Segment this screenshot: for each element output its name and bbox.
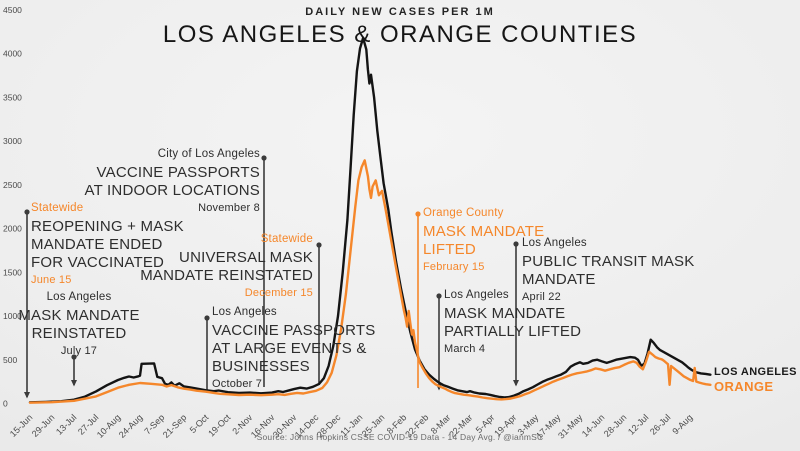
annotation-oc-mask-lifted: Orange County MASK MANDATE LIFTED Februa… [423, 207, 545, 273]
annotation-text: MASK MANDATE REINSTATED [18, 306, 140, 342]
annotation-text: VACCINE PASSPORTS AT INDOOR LOCATIONS [84, 163, 260, 199]
annotation-dot [316, 242, 322, 248]
annotation-dot [204, 315, 210, 321]
y-tick-label: 4500 [3, 5, 22, 15]
annotation-dot [24, 209, 30, 215]
annotation-arrowhead [71, 380, 77, 387]
annotation-la-vaccine-passports-indoor: City of Los Angeles VACCINE PASSPORTS AT… [84, 148, 261, 214]
y-tick-label: 0 [3, 399, 8, 409]
annotation-date: October 7 [212, 377, 263, 390]
oc-series-label: ORANGE [714, 379, 774, 394]
annotation-region: Orange County [423, 207, 504, 219]
annotation-la-mask-partially-lifted: Los Angeles MASK MANDATE PARTIALLY LIFTE… [444, 289, 582, 355]
oc-series-line [28, 159, 712, 404]
annotation-la-mask-reinstated: Los Angeles MASK MANDATE REINSTATED July… [16, 291, 142, 357]
chart-title: LOS ANGELES & ORANGE COUNTIES [162, 21, 638, 48]
annotation-arrowhead [24, 392, 30, 399]
annotation-region: Los Angeles [46, 291, 112, 303]
annotation-region: Los Angeles [212, 306, 277, 318]
annotation-text: MASK MANDATE LIFTED [423, 222, 545, 258]
chart-subtitle: DAILY NEW CASES PER 1M [305, 6, 495, 18]
annotation-region: Statewide [260, 233, 313, 245]
annotation-date: June 15 [31, 273, 72, 286]
y-tick-label: 2000 [3, 224, 22, 234]
annotation-text: VACCINE PASSPORTS AT LARGE EVENTS & BUSI… [212, 321, 376, 375]
annotation-text: MASK MANDATE PARTIALLY LIFTED [444, 304, 582, 340]
annotation-region: Los Angeles [444, 289, 509, 301]
annotation-date: November 8 [198, 201, 260, 214]
y-tick-label: 1000 [3, 311, 22, 321]
annotation-date: March 4 [444, 342, 486, 355]
annotation-date: July 17 [60, 344, 98, 357]
source-credit: Source: Johns Hopkins CSSE COVID-19 Data… [256, 432, 544, 442]
y-tick-label: 2500 [3, 180, 22, 190]
annotation-text: UNIVERSAL MASK MANDATE REINSTATED [140, 248, 313, 284]
annotation-region: City of Los Angeles [157, 148, 260, 160]
annotation-text: REOPENING + MASK MANDATE ENDED FOR VACCI… [31, 217, 184, 271]
annotation-date: April 22 [522, 290, 561, 303]
annotation-statewide-reopening: Statewide REOPENING + MASK MANDATE ENDED… [31, 202, 184, 286]
annotation-statewide-universal-mask: Statewide UNIVERSAL MASK MANDATE REINSTA… [140, 233, 313, 299]
annotation-dot [261, 155, 267, 161]
y-tick-label: 3500 [3, 92, 22, 102]
annotation-region: Los Angeles [522, 237, 587, 249]
y-tick-label: 500 [3, 355, 17, 365]
annotation-dot [415, 211, 421, 217]
y-tick-label: 3000 [3, 136, 22, 146]
annotation-dot [436, 293, 442, 299]
annotation-arrowhead [513, 380, 519, 387]
annotation-dot [71, 354, 77, 360]
annotation-date: December 15 [244, 286, 313, 299]
la-series-label: LOS ANGELES [714, 366, 797, 378]
annotation-region: Statewide [31, 202, 84, 214]
annotation-text: PUBLIC TRANSIT MASK MANDATE [522, 252, 695, 288]
y-tick-label: 1500 [3, 267, 22, 277]
annotation-date: February 15 [423, 260, 485, 273]
annotation-la-public-transit-mask: Los Angeles PUBLIC TRANSIT MASK MANDATE … [522, 237, 695, 303]
annotation-la-vaccine-passports-events: Los Angeles VACCINE PASSPORTS AT LARGE E… [212, 306, 376, 390]
y-tick-label: 4000 [3, 49, 22, 59]
annotation-dot [513, 241, 519, 247]
